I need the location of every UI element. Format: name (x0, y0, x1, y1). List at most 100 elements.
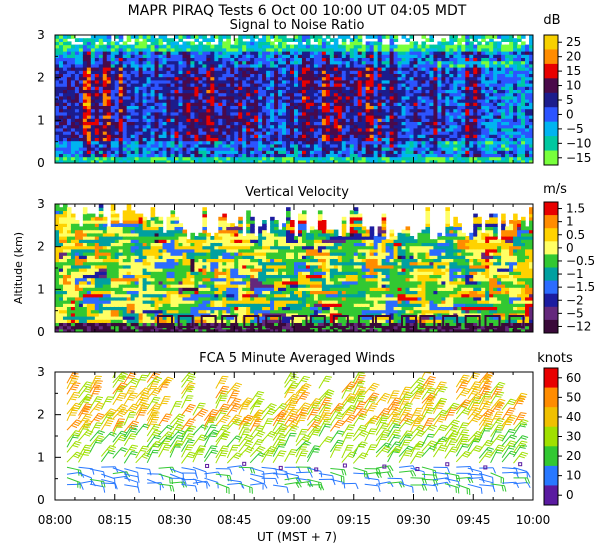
snr-cell (497, 60, 502, 65)
snr-cell (206, 147, 211, 151)
snr-cell (477, 118, 482, 122)
snr-cell (55, 124, 60, 129)
snr-cell (365, 44, 371, 49)
snr-cell (333, 47, 339, 52)
snr-cell (122, 134, 128, 138)
snr-cell (194, 127, 199, 132)
snr-cell (194, 47, 199, 52)
snr-cell (214, 108, 219, 113)
snr-cell (485, 57, 490, 62)
snr-cell (353, 73, 359, 78)
snr-cell (182, 79, 188, 84)
snr-cell (182, 83, 188, 87)
snr-cell (262, 47, 267, 52)
snr-cell (377, 134, 383, 138)
vv-cell (74, 316, 80, 320)
vv-cell (66, 232, 72, 237)
snr-cell (377, 79, 383, 84)
snr-cell (449, 73, 454, 78)
snr-cell (238, 57, 243, 62)
snr-cell (278, 86, 283, 90)
snr-cell (529, 60, 533, 65)
snr-cell (262, 70, 267, 74)
snr-cell (301, 44, 307, 49)
snr-cell (214, 95, 219, 100)
snr-cell (317, 140, 323, 145)
snr-cell (413, 134, 419, 138)
snr-cell (178, 147, 184, 151)
vv-cell (70, 258, 76, 263)
vv-cell (55, 204, 60, 208)
snr-cell (78, 156, 84, 161)
snr-cell (381, 156, 387, 161)
snr-cell (274, 38, 279, 42)
snr-cell (509, 140, 514, 145)
snr-cell (194, 79, 199, 84)
snr-cell (401, 131, 407, 135)
snr-cell (210, 156, 215, 161)
snr-cell (365, 159, 371, 163)
snr-cell (138, 105, 144, 110)
snr-cell (489, 102, 494, 106)
snr-cell (317, 95, 323, 100)
snr-cell (521, 73, 526, 78)
snr-cell (258, 143, 263, 148)
snr-cell (194, 121, 199, 126)
snr-cell (294, 159, 299, 163)
snr-cell (110, 105, 116, 110)
snr-cell (497, 108, 502, 113)
snr-cell (429, 105, 435, 110)
snr-cell (294, 134, 299, 138)
snr-cell (226, 118, 231, 122)
snr-cell (509, 143, 514, 148)
snr-cell (497, 79, 502, 84)
snr-cell (497, 102, 502, 106)
snr-cell (58, 73, 64, 78)
snr-cell (397, 89, 403, 94)
vv-title: Vertical Velocity (245, 185, 349, 200)
snr-cell (421, 83, 427, 87)
snr-cell (154, 137, 160, 142)
snr-cell (441, 38, 446, 42)
snr-cell (190, 54, 196, 58)
snr-cell (254, 95, 259, 100)
snr-cell (297, 57, 303, 62)
snr-cell (154, 159, 160, 163)
snr-cell (489, 131, 494, 135)
snr-cell (90, 86, 96, 90)
snr-cell (501, 131, 506, 135)
snr-cell (250, 54, 255, 58)
snr-cell (525, 111, 530, 116)
snr-cell (242, 67, 247, 71)
snr-cell (349, 67, 355, 71)
snr-cell (389, 54, 395, 58)
snr-cell (441, 73, 446, 78)
snr-cell (94, 35, 100, 39)
snr-cell (433, 150, 438, 154)
snr-cell (361, 124, 367, 129)
snr-cell (313, 131, 319, 135)
snr-cell (481, 95, 486, 100)
snr-cell (238, 54, 243, 58)
snr-cell (74, 147, 80, 151)
snr-cell (333, 73, 339, 78)
snr-cell (94, 38, 100, 42)
snr-cell (505, 38, 510, 42)
snr-cell (381, 153, 387, 158)
snr-cell (373, 118, 379, 122)
snr-cell (242, 60, 247, 65)
snr-cell (198, 118, 203, 122)
snr-cell (166, 121, 172, 126)
snr-cell (337, 111, 343, 116)
snr-cell (449, 102, 454, 106)
snr-cell (142, 47, 148, 52)
snr-cell (525, 60, 530, 65)
snr-cell (162, 140, 168, 145)
snr-cell (441, 60, 446, 65)
snr-cell (505, 111, 510, 116)
snr-cell (210, 143, 215, 148)
snr-cell (337, 134, 343, 138)
snr-cell (238, 38, 243, 42)
snr-cell (477, 60, 482, 65)
snr-cell (477, 159, 482, 163)
